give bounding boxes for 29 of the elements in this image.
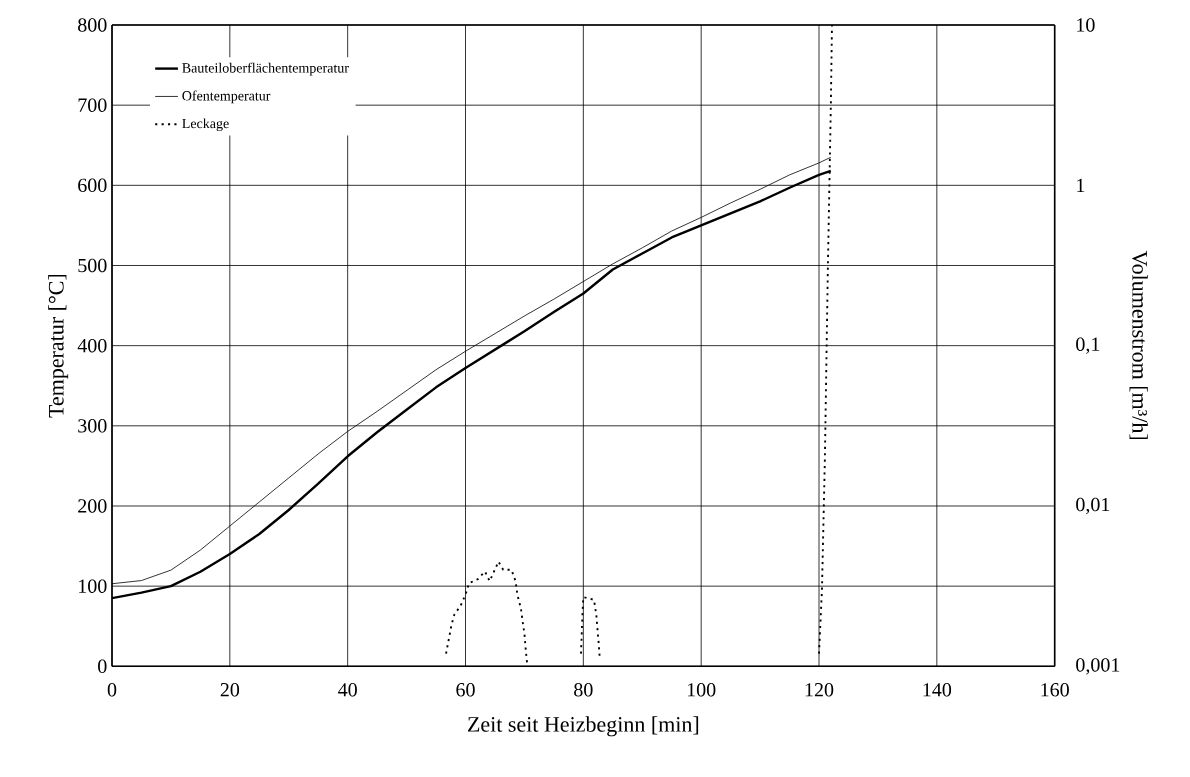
y2-tick-label: 0,1 xyxy=(1076,337,1100,354)
y-tick-label: 0 xyxy=(98,659,107,674)
y-axis-title: Temperatur [°C] xyxy=(48,274,69,418)
x-tick-label: 40 xyxy=(338,683,357,697)
y-tick-label: 200 xyxy=(78,499,107,513)
x-tick-label: 140 xyxy=(923,683,952,697)
y2-tick-label: 1 xyxy=(1077,178,1085,192)
y2-tick-label: 0,01 xyxy=(1076,497,1110,515)
y2-tick-label: 10 xyxy=(1077,18,1095,32)
x-tick-label: 0 xyxy=(107,683,117,697)
x-tick-label: 100 xyxy=(687,683,716,697)
y2-tick-label: 0,001 xyxy=(1076,658,1120,675)
x-tick-label: 60 xyxy=(456,683,475,697)
x-tick-label: 160 xyxy=(1041,683,1069,697)
x-tick-label: 120 xyxy=(805,683,834,697)
y-tick-label: 800 xyxy=(78,18,107,32)
y-tick-label: 400 xyxy=(77,338,107,353)
legend-label: Leckage xyxy=(182,118,229,132)
x-axis-title: Zeit seit Heizbeginn [min] xyxy=(468,716,699,737)
legend-label: Ofentemperatur xyxy=(182,90,271,104)
x-tick-label: 20 xyxy=(220,683,240,697)
y2-axis-title: Volumenstrom [m³/h] xyxy=(1129,250,1148,440)
x-tick-label: 80 xyxy=(574,683,593,697)
y-tick-label: 700 xyxy=(78,98,107,112)
y-tick-label: 300 xyxy=(78,419,107,433)
y-tick-label: 100 xyxy=(79,579,107,593)
y-tick-label: 500 xyxy=(78,258,107,273)
legend-label: Bauteiloberflächentemperatur xyxy=(182,62,349,76)
y-tick-label: 600 xyxy=(78,178,107,193)
